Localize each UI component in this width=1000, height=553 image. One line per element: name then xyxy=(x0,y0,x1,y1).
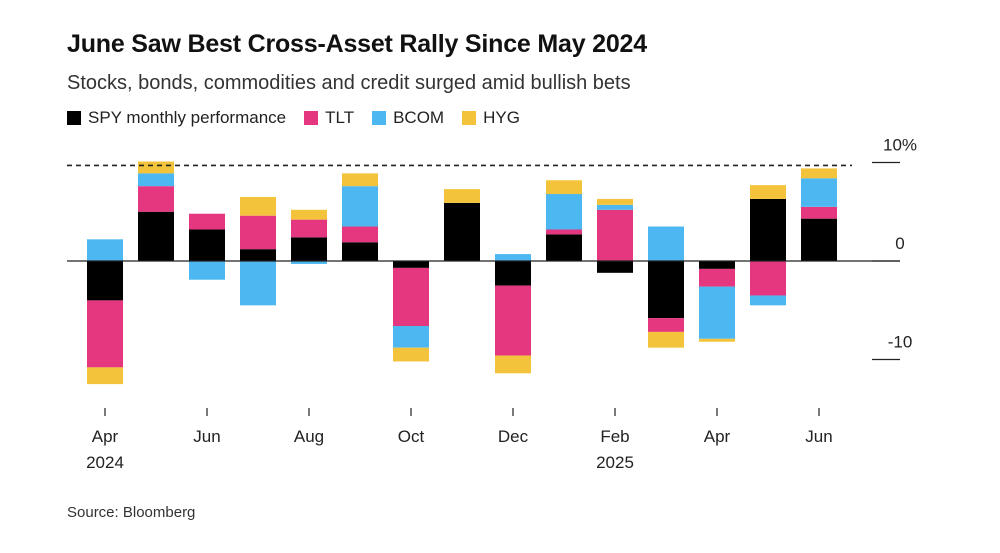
bar-hyg-8 xyxy=(495,355,531,374)
bar-hyg-3 xyxy=(240,196,276,216)
bar-bcom-0 xyxy=(87,239,123,261)
legend-swatch-hyg xyxy=(462,111,477,125)
y-tick-label-1: 0 xyxy=(895,234,904,253)
bar-spy-10 xyxy=(597,261,633,273)
legend-label-spy: SPY monthly performance xyxy=(88,108,287,127)
bars-group xyxy=(87,161,837,385)
y-tick-label-0: 10% xyxy=(883,136,917,155)
legend-item-tlt: TLT xyxy=(304,108,354,128)
bar-spy-14 xyxy=(801,218,837,261)
bar-tlt-8 xyxy=(495,285,531,356)
bar-tlt-13 xyxy=(750,261,786,296)
x-tick-label-5: Feb xyxy=(600,427,629,446)
legend-label-bcom: BCOM xyxy=(393,108,445,127)
x-tick-year-0: 2024 xyxy=(86,453,124,472)
chart-subtitle: Stocks, bonds, commodities and credit su… xyxy=(67,72,631,94)
x-tick-label-7: Jun xyxy=(805,427,832,446)
bar-hyg-5 xyxy=(342,173,378,187)
x-tick-year-5: 2025 xyxy=(596,453,634,472)
bar-spy-0 xyxy=(87,261,123,301)
x-axis: Apr 2024 Jun Aug Oct Dec Feb 2025 Apr Jun xyxy=(86,408,833,472)
legend-item-bcom: BCOM xyxy=(372,108,444,128)
bar-tlt-3 xyxy=(240,215,276,250)
bar-tlt-9 xyxy=(546,229,582,235)
bar-bcom-10 xyxy=(597,204,633,210)
bar-hyg-9 xyxy=(546,180,582,195)
bar-spy-11 xyxy=(648,261,684,319)
bar-tlt-4 xyxy=(291,219,327,238)
bar-hyg-7 xyxy=(444,189,480,203)
x-tick-label-0: Apr xyxy=(92,427,119,446)
x-tick-label-4: Dec xyxy=(498,427,529,446)
x-tick-label-1: Jun xyxy=(193,427,220,446)
chart-title: June Saw Best Cross-Asset Rally Since Ma… xyxy=(67,30,647,58)
bar-tlt-2 xyxy=(189,213,225,230)
bar-hyg-11 xyxy=(648,331,684,348)
legend-swatch-spy xyxy=(67,111,81,125)
bar-tlt-14 xyxy=(801,206,837,219)
legend: SPY monthly performance TLT BCOM HYG xyxy=(67,108,538,128)
bar-spy-1 xyxy=(138,211,174,261)
legend-item-hyg: HYG xyxy=(462,108,520,128)
bar-spy-12 xyxy=(699,261,735,269)
bar-hyg-12 xyxy=(699,338,735,342)
x-tick-label-6: Apr xyxy=(704,427,731,446)
legend-swatch-tlt xyxy=(304,111,319,125)
bar-hyg-14 xyxy=(801,168,837,179)
bar-spy-8 xyxy=(495,261,531,286)
bar-bcom-11 xyxy=(648,226,684,261)
bar-bcom-13 xyxy=(750,295,786,306)
legend-label-hyg: HYG xyxy=(483,108,520,127)
bar-tlt-12 xyxy=(699,268,735,287)
bar-spy-6 xyxy=(393,261,429,268)
bar-bcom-3 xyxy=(240,261,276,306)
x-tick-label-2: Aug xyxy=(294,427,324,446)
bar-tlt-1 xyxy=(138,186,174,212)
legend-swatch-bcom xyxy=(372,111,387,125)
y-tick-label-2: -10 xyxy=(888,333,913,352)
source-note: Source: Bloomberg xyxy=(67,504,196,521)
bar-tlt-0 xyxy=(87,300,123,368)
bar-bcom-14 xyxy=(801,178,837,207)
bar-bcom-6 xyxy=(393,326,429,348)
bar-bcom-12 xyxy=(699,286,735,339)
bar-bcom-9 xyxy=(546,194,582,230)
bar-bcom-8 xyxy=(495,254,531,261)
bar-hyg-1 xyxy=(138,161,174,174)
bar-tlt-5 xyxy=(342,226,378,243)
bar-hyg-4 xyxy=(291,209,327,220)
bar-tlt-6 xyxy=(393,267,429,327)
bar-spy-4 xyxy=(291,237,327,261)
bar-bcom-5 xyxy=(342,186,378,227)
bar-spy-2 xyxy=(189,229,225,261)
bar-bcom-1 xyxy=(138,173,174,187)
x-tick-label-3: Oct xyxy=(398,427,425,446)
y-axis: 10% 0 -10 xyxy=(67,136,917,361)
bar-tlt-11 xyxy=(648,318,684,332)
bar-hyg-6 xyxy=(393,347,429,362)
bar-bcom-2 xyxy=(189,261,225,280)
bar-spy-7 xyxy=(444,202,480,261)
legend-item-spy: SPY monthly performance xyxy=(67,108,286,128)
bar-hyg-0 xyxy=(87,367,123,385)
legend-label-tlt: TLT xyxy=(325,108,355,127)
bar-spy-5 xyxy=(342,242,378,261)
bar-spy-9 xyxy=(546,234,582,261)
bar-tlt-10 xyxy=(597,209,633,261)
bar-hyg-13 xyxy=(750,185,786,199)
bar-spy-3 xyxy=(240,249,276,261)
bar-spy-13 xyxy=(750,198,786,261)
bar-bcom-4 xyxy=(291,261,327,264)
bar-hyg-10 xyxy=(597,198,633,205)
